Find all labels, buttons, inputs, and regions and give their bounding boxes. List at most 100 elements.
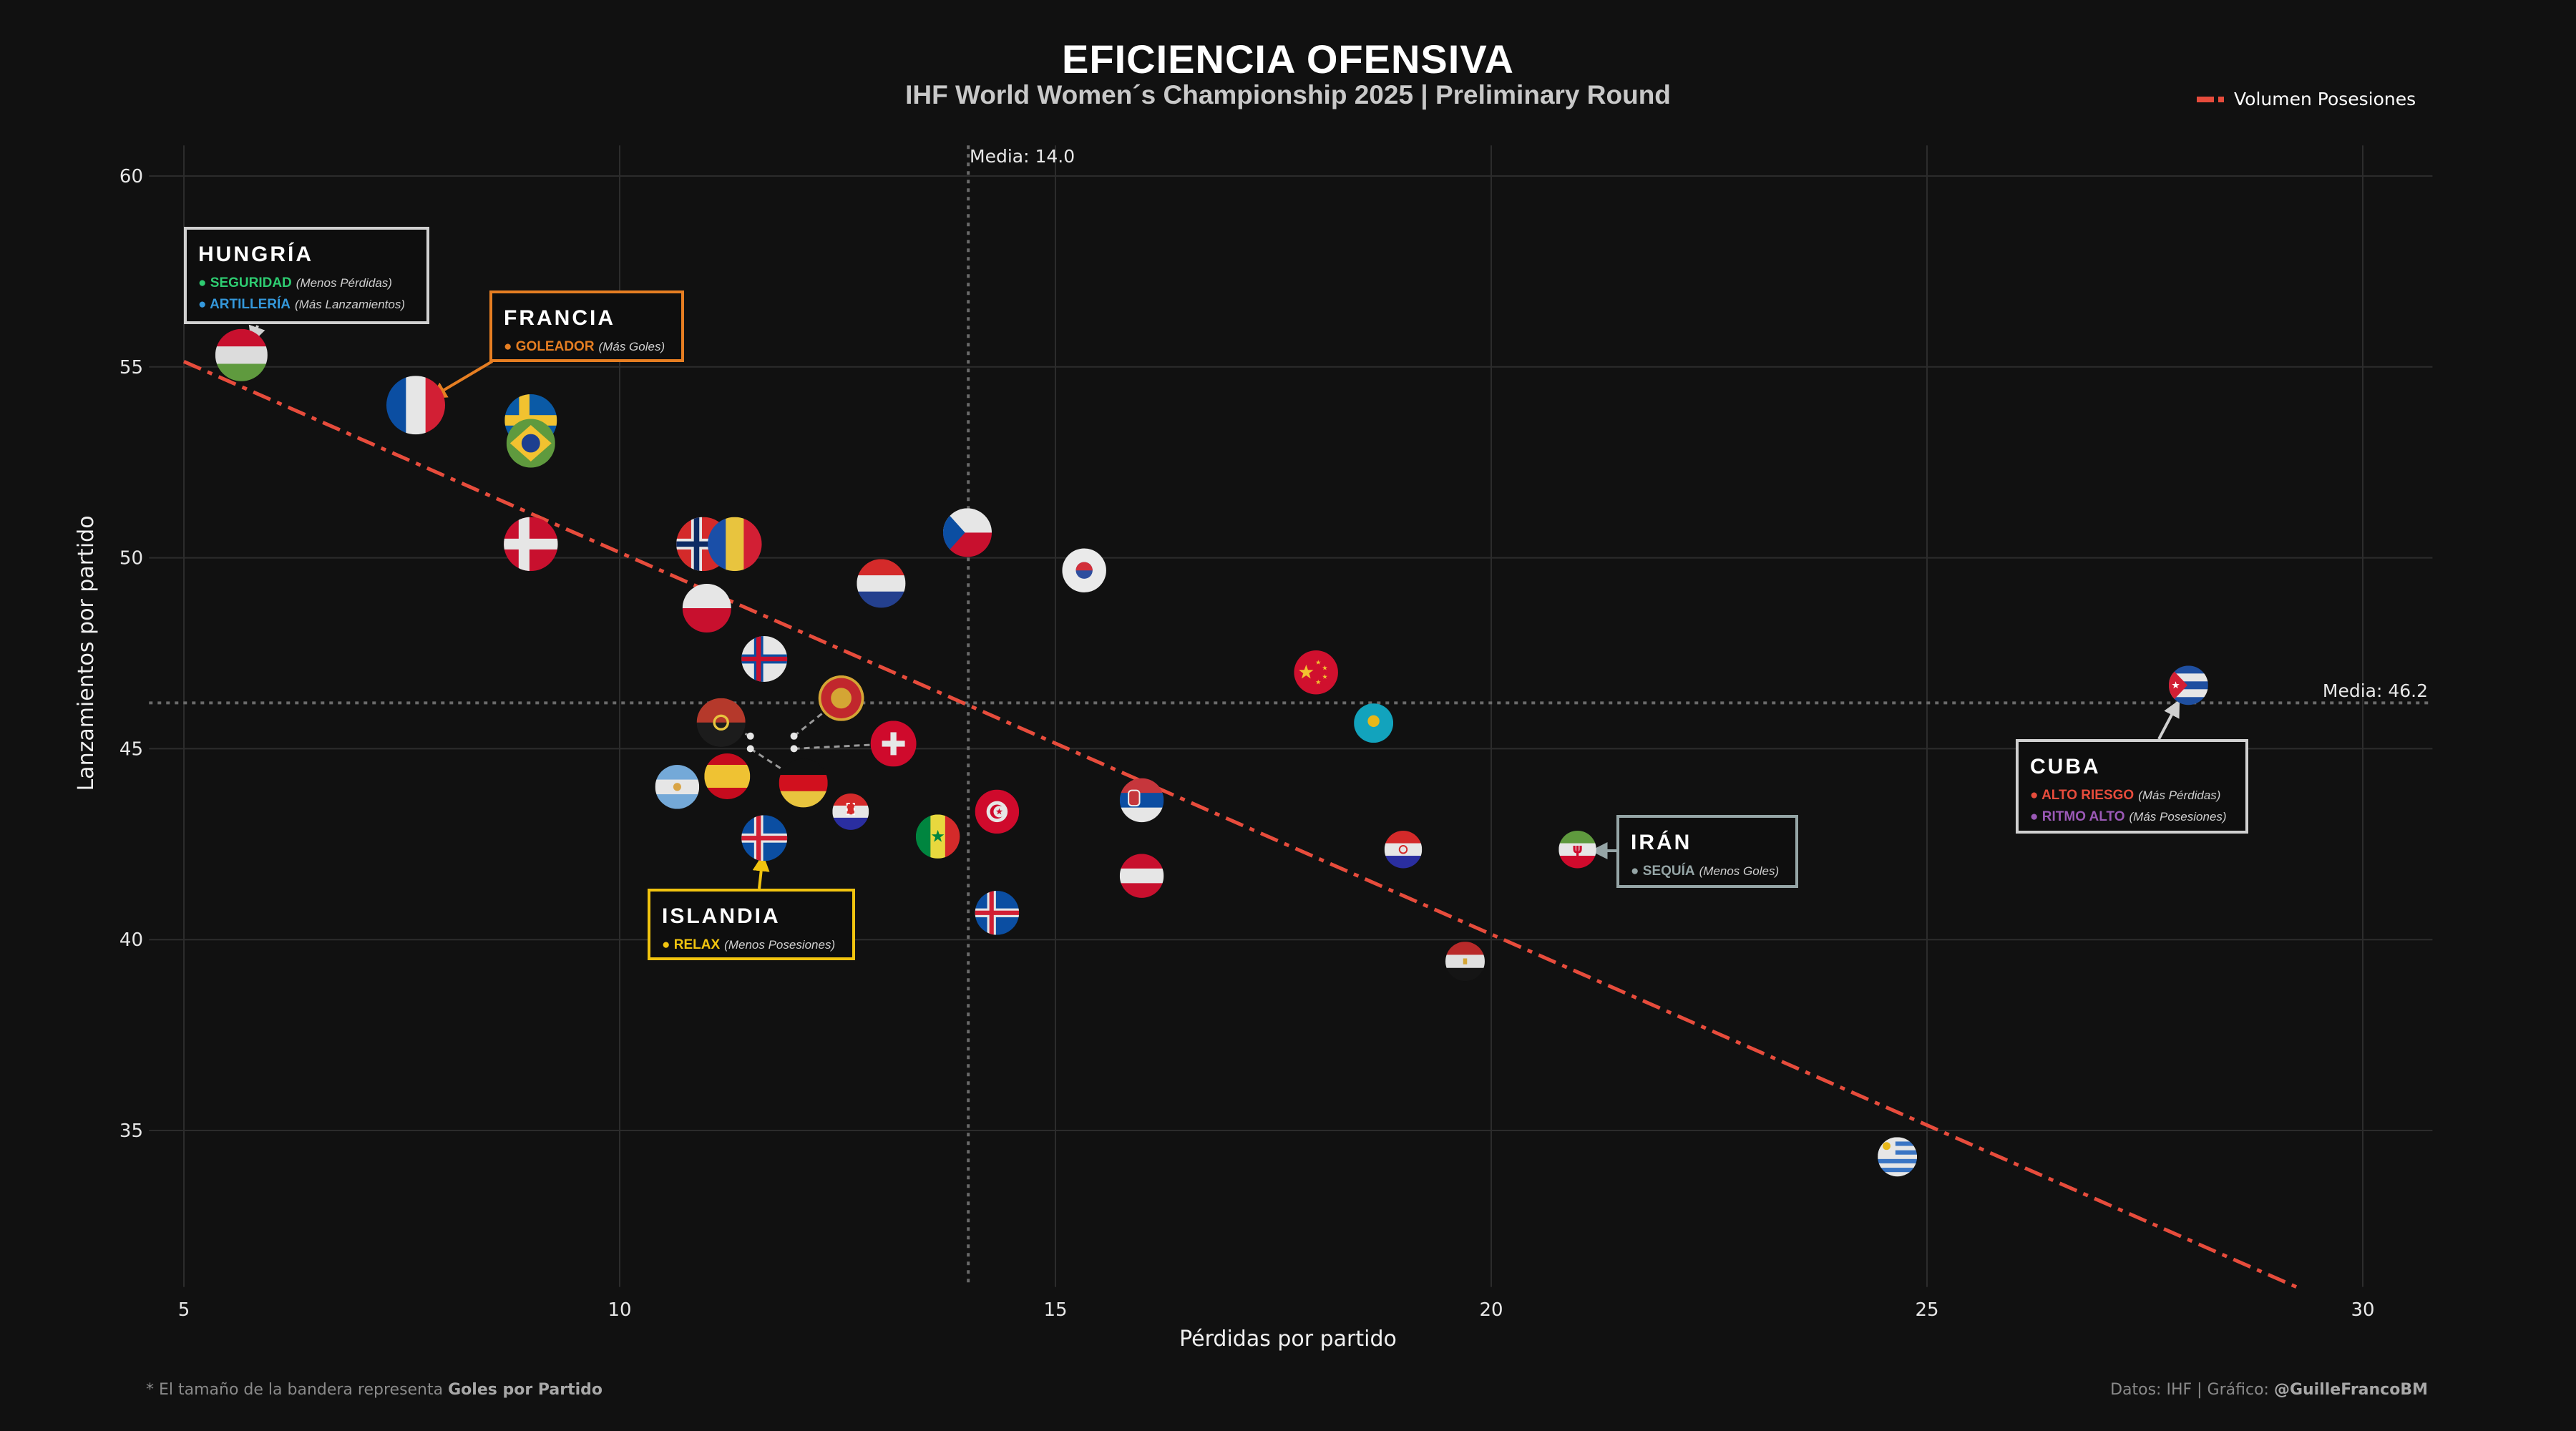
item-label: ARTILLERÍA bbox=[210, 297, 291, 312]
repel-leader-line bbox=[721, 721, 751, 738]
annotation-title: FRANCIA bbox=[504, 306, 615, 330]
true-position-dot bbox=[790, 732, 798, 740]
trend-line bbox=[182, 360, 2298, 1289]
y-tick-label: 40 bbox=[119, 929, 143, 951]
legend-label: Volumen Posesiones bbox=[2234, 89, 2416, 109]
annotation-title: HUNGRÍA bbox=[198, 243, 313, 266]
item-label: ALTO RIESGO bbox=[2041, 788, 2135, 803]
flag-hr-icon bbox=[832, 793, 869, 830]
flag-fo-icon bbox=[741, 636, 788, 682]
item-desc: (Menos Posesiones) bbox=[724, 938, 836, 952]
annotation-islandia: ISLANDIA ● RELAX (Menos Posesiones) bbox=[648, 889, 855, 960]
credits-handle: @GuilleFrancoBM bbox=[2273, 1381, 2428, 1399]
annotation-item: ● SEQUÍA (Menos Goles) bbox=[1631, 864, 1780, 879]
item-label: SEGURIDAD bbox=[210, 275, 292, 290]
grid bbox=[149, 145, 2433, 1287]
y-axis-label: Lanzamientos por partido bbox=[74, 515, 99, 791]
flag-me-icon bbox=[818, 675, 864, 721]
flag-at-icon bbox=[1119, 854, 1164, 898]
x-tick-label: 5 bbox=[178, 1299, 190, 1321]
credits: Datos: IHF | Gráfico: @GuilleFrancoBM bbox=[2110, 1381, 2428, 1399]
flag-hu-icon bbox=[215, 328, 268, 381]
true-position-dot bbox=[746, 732, 754, 740]
flag-ao-icon bbox=[696, 698, 746, 747]
annotation-arrow bbox=[2157, 699, 2180, 740]
item-label: RELAX bbox=[673, 937, 721, 952]
y-tick-label: 60 bbox=[119, 166, 143, 187]
footnote-text: * El tamaño de la bandera representa bbox=[146, 1381, 449, 1399]
flag-py-icon bbox=[1384, 831, 1423, 869]
flag-ch-icon bbox=[870, 721, 917, 767]
mean-lines bbox=[149, 145, 2433, 1287]
svg-text:ψ: ψ bbox=[1572, 842, 1583, 857]
trend-line-path bbox=[182, 360, 2298, 1289]
item-desc: (Más Posesiones) bbox=[2129, 810, 2227, 824]
flag-ro-icon bbox=[708, 517, 762, 572]
item-desc: (Más Goles) bbox=[598, 340, 665, 353]
flag-pl-icon bbox=[682, 583, 731, 633]
true-position-dot bbox=[790, 745, 798, 753]
annotation-cuba: CUBA ● ALTO RIESGO (Más Pérdidas) ● RITMO… bbox=[2016, 739, 2248, 834]
tick-labels: 5 10 15 20 25 30 35 40 45 50 55 60 bbox=[119, 166, 2375, 1321]
item-label: SEQUÍA bbox=[1642, 864, 1695, 879]
flag-nl-icon bbox=[857, 559, 906, 608]
flag-tn-icon bbox=[975, 789, 1020, 834]
true-position-dot bbox=[746, 745, 754, 753]
annotation-item: ● SEGURIDAD (Menos Pérdidas) bbox=[198, 275, 392, 290]
annotation-item: ● ARTILLERÍA (Más Lanzamientos) bbox=[198, 297, 406, 312]
mean-y-label: Media: 46.2 bbox=[2323, 680, 2428, 701]
flag-ir-icon: ψ bbox=[1558, 831, 1596, 869]
flag-fr-icon bbox=[386, 376, 445, 435]
flag-rs-icon bbox=[1119, 778, 1164, 823]
flag-cz-icon bbox=[942, 508, 992, 557]
annotation-title: IRÁN bbox=[1631, 831, 1692, 854]
annotation-item: ● RITMO ALTO (Más Posesiones) bbox=[2030, 809, 2227, 824]
flag-points: ψ bbox=[215, 328, 2208, 1177]
flag-cu-icon bbox=[2168, 665, 2208, 705]
flag-cn-icon bbox=[1294, 650, 1338, 695]
flag-sn-icon bbox=[915, 814, 960, 859]
footnote: * El tamaño de la bandera representa Gol… bbox=[146, 1381, 602, 1399]
item-desc: (Más Lanzamientos) bbox=[295, 298, 406, 311]
mean-x-label: Media: 14.0 bbox=[970, 146, 1075, 167]
flag-uy-icon bbox=[1878, 1137, 1918, 1177]
annotation-arrow bbox=[752, 854, 770, 889]
x-tick-label: 30 bbox=[2351, 1299, 2374, 1321]
x-tick-label: 10 bbox=[608, 1299, 631, 1321]
flag-kr-icon bbox=[1062, 548, 1106, 592]
annotation-iran: IRÁN ● SEQUÍA (Menos Goles) bbox=[1616, 815, 1798, 888]
item-desc: (Más Pérdidas) bbox=[2138, 788, 2221, 802]
annotation-item: ● ALTO RIESGO (Más Pérdidas) bbox=[2030, 788, 2221, 803]
item-label: RITMO ALTO bbox=[2041, 809, 2125, 824]
legend-dashdot-swatch bbox=[2197, 96, 2224, 102]
y-tick-label: 50 bbox=[119, 548, 143, 570]
item-desc: (Menos Goles) bbox=[1699, 864, 1780, 878]
y-tick-label: 35 bbox=[119, 1120, 143, 1142]
annotation-francia: FRANCIA ● GOLEADOR (Más Goles) bbox=[489, 290, 684, 362]
y-tick-label: 45 bbox=[119, 738, 143, 760]
annotation-item: ● GOLEADOR (Más Goles) bbox=[504, 339, 665, 354]
x-tick-label: 20 bbox=[1479, 1299, 1503, 1321]
flag-dk-icon bbox=[504, 517, 558, 572]
legend: Volumen Posesiones bbox=[2197, 89, 2416, 109]
x-tick-label: 15 bbox=[1043, 1299, 1067, 1321]
footnote-bold: Goles por Partido bbox=[448, 1381, 603, 1399]
credits-text: Datos: IHF | Gráfico: bbox=[2110, 1381, 2274, 1399]
annotation-item: ● RELAX (Menos Posesiones) bbox=[662, 937, 836, 952]
x-axis-label: Pérdidas por partido bbox=[1179, 1327, 1397, 1352]
flag-kz-icon bbox=[1354, 703, 1394, 743]
flag-is-icon bbox=[741, 815, 788, 861]
item-label: GOLEADOR bbox=[515, 339, 595, 354]
chart-title: EFICIENCIA OFENSIVA bbox=[1062, 36, 1514, 82]
item-desc: (Menos Pérdidas) bbox=[296, 276, 392, 290]
chart-subtitle: IHF World Women´s Championship 2025 | Pr… bbox=[905, 80, 1671, 109]
flag-br-icon bbox=[506, 419, 555, 468]
y-tick-label: 55 bbox=[119, 357, 143, 378]
flag-es-icon bbox=[704, 753, 751, 799]
annotation-hungria: HUNGRÍA ● SEGURIDAD (Menos Pérdidas) ● AR… bbox=[184, 227, 429, 324]
x-tick-label: 25 bbox=[1915, 1299, 1938, 1321]
flag-is-icon bbox=[975, 891, 1020, 935]
flag-eg-icon bbox=[1445, 942, 1485, 982]
flag-de-icon bbox=[779, 758, 828, 808]
